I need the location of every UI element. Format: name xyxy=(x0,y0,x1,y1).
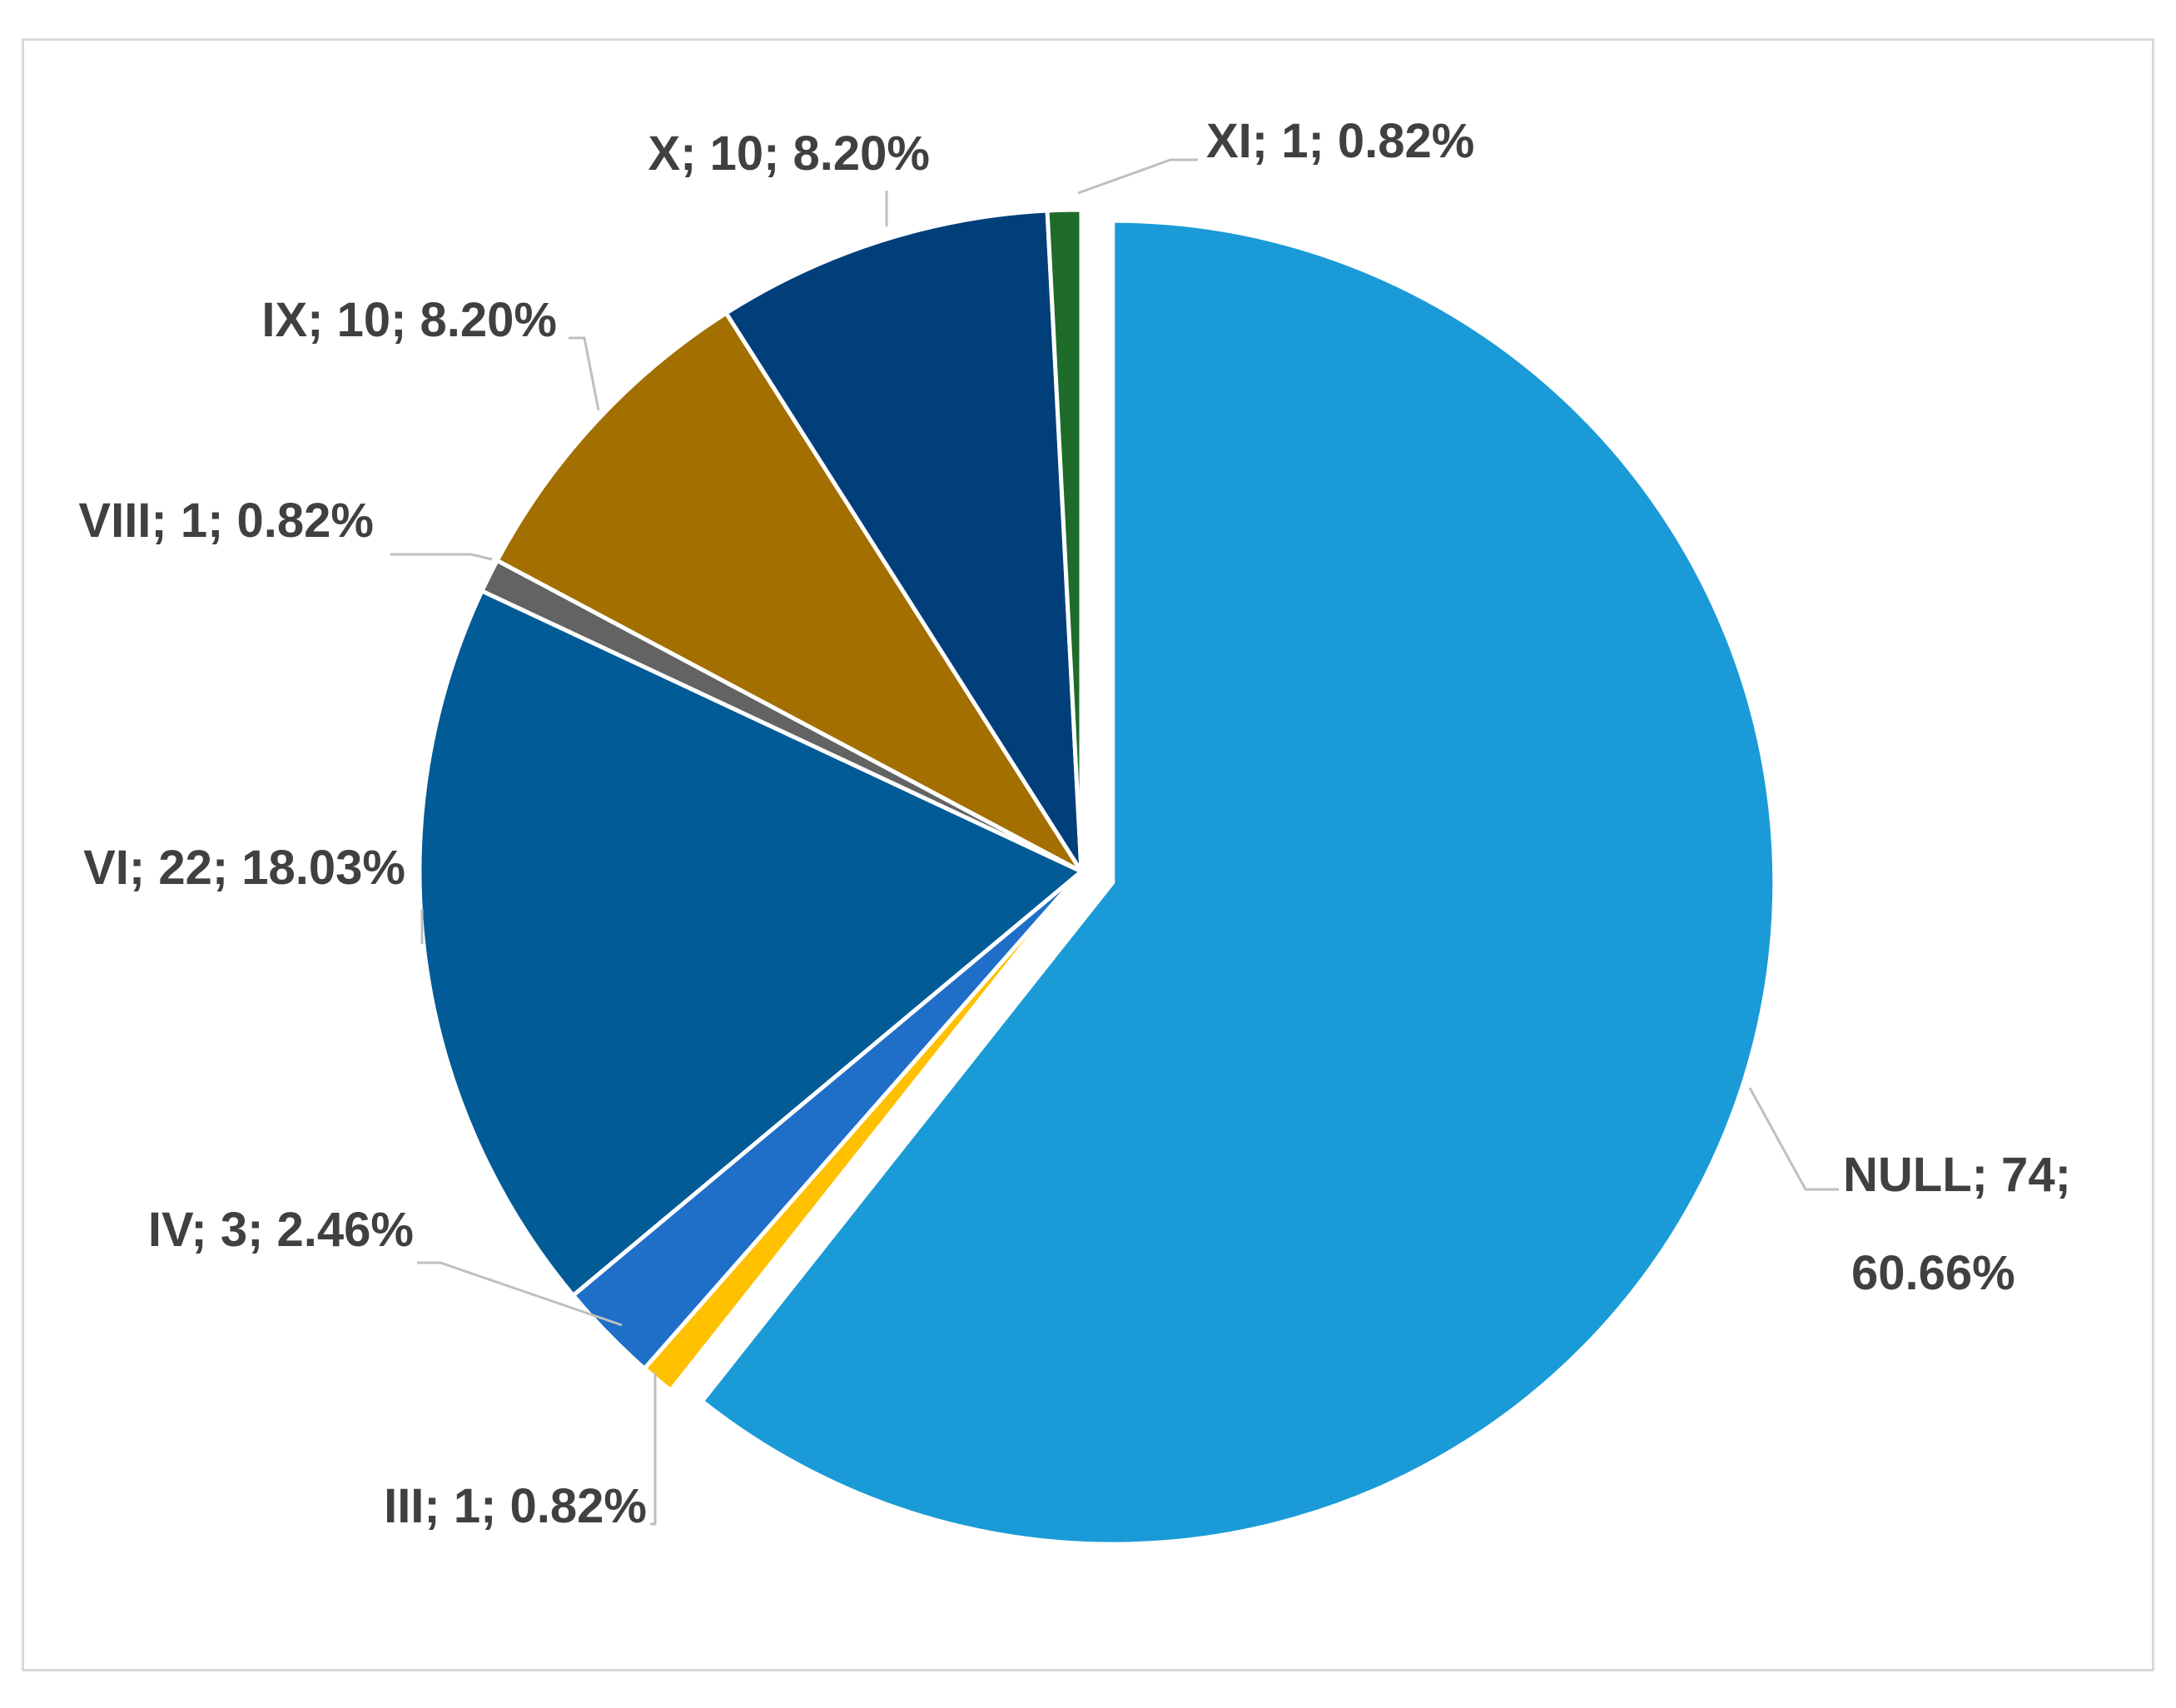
leader-line-viii xyxy=(390,553,493,561)
data-labels: NULL; 74; 60.66% III; 1; 0.82% IV; 3; 2.46%… xyxy=(78,114,2071,1533)
data-label-x: X; 10; 8.20% xyxy=(648,127,930,181)
data-label-null-line2: 60.66% xyxy=(1851,1246,2015,1300)
label-leader-lines xyxy=(390,158,1839,1526)
pie-slices xyxy=(417,207,1777,1547)
pie-slice-null xyxy=(699,218,1777,1547)
pie-slice-xi xyxy=(1045,207,1084,874)
leader-line-iii xyxy=(650,1373,657,1526)
chart-frame: NULL; 74; 60.66% III; 1; 0.82% IV; 3; 2.46%… xyxy=(22,38,2154,1671)
data-label-xi: XI; 1; 0.82% xyxy=(1206,114,1474,168)
pie-slice-ix xyxy=(494,310,1084,874)
pie-chart: NULL; 74; 60.66% III; 1; 0.82% IV; 3; 2.46%… xyxy=(78,114,2071,1547)
pie-slice-vi xyxy=(417,588,1084,1298)
data-label-iv: IV; 3; 2.46% xyxy=(148,1203,414,1257)
leader-line-xi xyxy=(1077,158,1198,195)
data-label-vi: VI; 22; 18.03% xyxy=(83,841,405,895)
data-label-ix: IX; 10; 8.20% xyxy=(261,293,557,347)
data-label-iii: III; 1; 0.82% xyxy=(384,1479,647,1533)
pie-slice-x xyxy=(723,208,1084,874)
data-label-viii: VIII; 1; 0.82% xyxy=(78,494,374,548)
data-label-null: NULL; 74; xyxy=(1843,1148,2071,1202)
leader-line-ix xyxy=(569,336,600,411)
leader-line-null xyxy=(1748,1087,1839,1191)
leader-line-iv xyxy=(417,1261,623,1327)
